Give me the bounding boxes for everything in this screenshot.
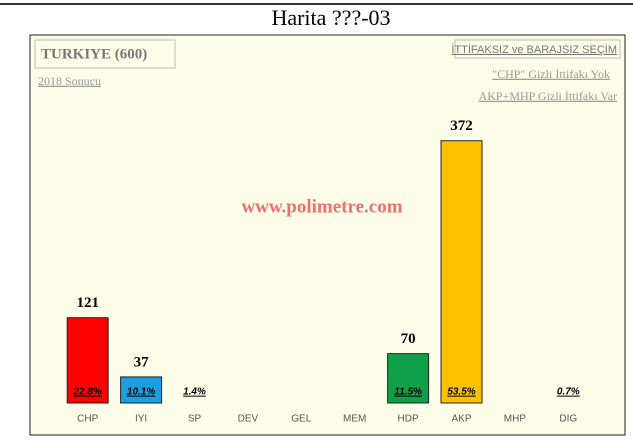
- plot-frame: [29, 34, 626, 436]
- x-tick-label: GEL: [291, 414, 311, 425]
- data-label: 70: [401, 331, 416, 347]
- watermark: www.polimetre.com: [241, 196, 402, 217]
- bar: [387, 353, 430, 404]
- data-label: 372: [450, 118, 473, 134]
- percent-label: 10.1%: [127, 387, 155, 398]
- data-label: 121: [76, 295, 99, 311]
- chart-title: Harita ???-03: [271, 5, 390, 30]
- bar: [66, 317, 109, 404]
- x-tick-label: AKP: [451, 414, 471, 425]
- x-tick-label: SP: [188, 414, 202, 425]
- x-tick-label: IYI: [135, 414, 147, 425]
- x-tick-label: DEV: [238, 414, 259, 425]
- note: İTTİFAKSIZ ve BARAJSIZ SEÇİM: [451, 43, 617, 56]
- x-tick-label: DIG: [559, 414, 577, 425]
- bar: [440, 140, 483, 404]
- box-title: TURKIYE (600): [41, 46, 147, 62]
- percent-label: 1.4%: [183, 387, 206, 398]
- x-tick-label: HDP: [398, 414, 419, 425]
- x-tick-label: MEM: [343, 414, 366, 425]
- percent-label: 0.7%: [557, 387, 580, 398]
- subtitle: 2018 Sonucu: [38, 74, 101, 88]
- data-label: 37: [134, 354, 150, 370]
- percent-label: 22.8%: [73, 387, 102, 398]
- x-tick-label: CHP: [77, 414, 98, 425]
- bar: [120, 376, 163, 404]
- percent-label: 53.5%: [447, 387, 475, 398]
- x-tick-label: MHP: [504, 414, 527, 425]
- title-box: [34, 39, 176, 69]
- note: "CHP" Gizli İttifakı Yok: [492, 67, 610, 81]
- note: AKP+MHP Gizli İttifakı Var: [479, 89, 617, 103]
- note-box: [454, 39, 621, 59]
- percent-label: 11.5%: [394, 387, 422, 398]
